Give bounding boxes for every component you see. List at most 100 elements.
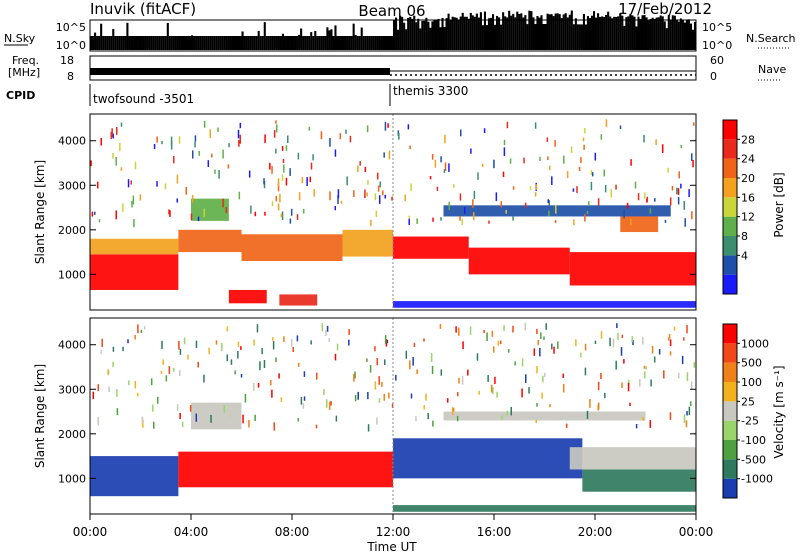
nsky-bar bbox=[572, 24, 575, 50]
nsky-bar bbox=[168, 36, 171, 50]
nsky-bar bbox=[231, 36, 234, 50]
nsky-bar bbox=[663, 21, 666, 50]
heatmap-speckle bbox=[506, 121, 509, 129]
heatmap-speckle bbox=[407, 124, 410, 130]
heatmap-speckle bbox=[683, 337, 685, 341]
nsky-bar bbox=[366, 36, 369, 50]
heatmap-speckle bbox=[378, 195, 381, 204]
heatmap-speckle bbox=[217, 127, 219, 132]
heatmap-speckle bbox=[637, 193, 640, 201]
nsky-bar bbox=[269, 36, 272, 50]
heatmap-speckle bbox=[405, 350, 408, 359]
nsky-bar bbox=[475, 13, 478, 50]
heatmap-speckle bbox=[629, 402, 631, 407]
nsky-bar bbox=[453, 17, 456, 50]
nsky-bar bbox=[562, 14, 565, 50]
nsky-bar bbox=[592, 11, 596, 50]
heatmap-speckle bbox=[254, 414, 256, 422]
heatmap-speckle bbox=[584, 367, 587, 376]
nsky-bar bbox=[435, 19, 438, 50]
nsky-bar bbox=[213, 36, 216, 50]
heatmap-speckle bbox=[384, 335, 387, 344]
nsky-bar bbox=[186, 36, 190, 50]
nsky-bar bbox=[403, 22, 406, 50]
colorbar-tick-label: 24 bbox=[741, 153, 755, 166]
nsky-bar bbox=[312, 36, 315, 50]
heatmap-speckle bbox=[690, 381, 693, 390]
heatmap-speckle bbox=[179, 348, 182, 355]
heatmap-speckle bbox=[228, 143, 230, 148]
heatmap-speckle bbox=[446, 398, 449, 403]
nsky-bar bbox=[687, 19, 691, 50]
nsky-bar bbox=[607, 11, 610, 50]
heatmap-speckle bbox=[300, 396, 303, 405]
heatmap-speckle bbox=[416, 369, 418, 375]
heatmap-speckle bbox=[383, 393, 386, 401]
nsky-bar bbox=[227, 36, 230, 50]
heatmap-speckle bbox=[427, 413, 429, 420]
heatmap-speckle bbox=[387, 123, 389, 128]
heatmap-speckle bbox=[328, 401, 331, 410]
nsky-bar bbox=[166, 23, 169, 50]
heatmap-speckle bbox=[329, 191, 331, 201]
heatmap-speckle bbox=[626, 202, 629, 209]
heatmap-speckle bbox=[586, 210, 589, 215]
heatmap-speckle bbox=[589, 398, 591, 408]
velocity-y-label: Slant Range [km] bbox=[33, 364, 47, 468]
nsky-bar bbox=[116, 36, 119, 50]
heatmap-speckle bbox=[349, 135, 352, 143]
nsky-bar bbox=[528, 10, 531, 50]
colorbar-segment bbox=[723, 440, 737, 460]
nsky-bar bbox=[586, 16, 590, 51]
nsky-bar bbox=[459, 16, 462, 50]
nsky-bar bbox=[289, 36, 293, 50]
heatmap-speckle bbox=[152, 421, 155, 429]
heatmap-speckle bbox=[681, 355, 684, 365]
nsky-bar bbox=[590, 15, 594, 50]
nsky-bar bbox=[679, 18, 682, 50]
nsky-bar bbox=[582, 13, 585, 50]
nsky-bar bbox=[308, 36, 311, 50]
heatmap-speckle bbox=[685, 420, 688, 428]
heatmap-speckle bbox=[487, 374, 489, 382]
nsky-bar bbox=[496, 15, 499, 50]
heatmap-speckle bbox=[534, 192, 537, 197]
nsky-bar bbox=[401, 16, 404, 50]
nave-tick-low: 0 bbox=[710, 70, 717, 83]
heatmap-speckle bbox=[549, 404, 551, 408]
nsky-bar bbox=[516, 11, 519, 50]
velocity-y-axis: 1000 2000 3000 4000 bbox=[58, 339, 696, 485]
nsky-trace bbox=[90, 10, 697, 51]
nsky-bar bbox=[136, 36, 139, 50]
y-tick-label: 3000 bbox=[58, 383, 86, 396]
nsky-bar bbox=[629, 13, 632, 50]
colorbar-tick-label: 28 bbox=[741, 133, 755, 146]
heatmap-band bbox=[191, 402, 242, 430]
heatmap-speckle bbox=[404, 194, 407, 202]
heatmap-speckle bbox=[410, 183, 412, 192]
nsky-bar bbox=[611, 18, 614, 50]
nsky-bar bbox=[223, 36, 226, 50]
y-tick-label: 4000 bbox=[58, 135, 86, 148]
power-y-axis: 1000 2000 3000 4000 bbox=[58, 135, 696, 281]
nsky-bar bbox=[271, 36, 274, 50]
nsky-bar bbox=[279, 36, 282, 50]
nsky-bar bbox=[601, 16, 604, 51]
nsky-bar bbox=[548, 14, 551, 50]
heatmap-speckle bbox=[644, 371, 646, 379]
heatmap-speckle bbox=[303, 371, 306, 377]
heatmap-speckle bbox=[510, 406, 513, 416]
freq-panel: Freq. [MHz] 18 8 60 0 Nave bbox=[8, 54, 786, 83]
nsky-bar bbox=[130, 36, 133, 50]
nsky-bar bbox=[217, 36, 220, 50]
nsky-bar bbox=[193, 36, 196, 50]
heatmap-speckle bbox=[415, 416, 417, 422]
heatmap-speckle bbox=[391, 196, 393, 201]
x-tick-label: 16:00 bbox=[477, 525, 512, 539]
nsky-bar bbox=[413, 15, 416, 50]
heatmap-speckle bbox=[116, 408, 119, 415]
heatmap-speckle bbox=[540, 332, 542, 339]
nave-label: Nave bbox=[758, 63, 786, 76]
power-panel: 1000 2000 3000 4000 Slant Range [km] 28 24 20… bbox=[33, 113, 786, 311]
heatmap-band bbox=[228, 289, 267, 304]
